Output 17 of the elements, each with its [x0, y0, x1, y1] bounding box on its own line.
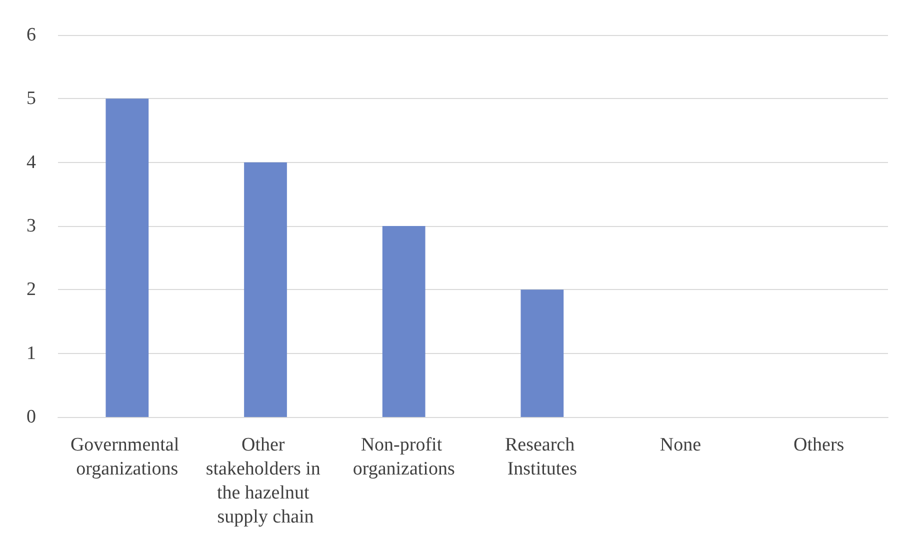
bar [382, 226, 426, 417]
y-tick-label: 3 [26, 216, 36, 236]
x-tick-label: Governmental organizations [70, 434, 184, 480]
y-tick-label: 1 [26, 342, 36, 364]
x-tick-label: Other stakeholders in the hazelnut supply chain [206, 434, 326, 528]
x-tick-label: Research Institutes [504, 434, 580, 480]
bar [106, 98, 149, 417]
x-tick-label: Others [794, 434, 844, 456]
x-tick-label: None [660, 434, 702, 456]
y-tick-label: 4 [26, 152, 36, 173]
bar [244, 162, 287, 417]
x-tick-label: Non-profit organizations [352, 434, 455, 480]
y-tick-label: 0 [26, 406, 36, 428]
y-tick-label: 5 [26, 88, 36, 110]
bar [520, 290, 564, 417]
y-tick-label: 6 [26, 24, 36, 46]
y-tick-label: 2 [26, 279, 36, 300]
